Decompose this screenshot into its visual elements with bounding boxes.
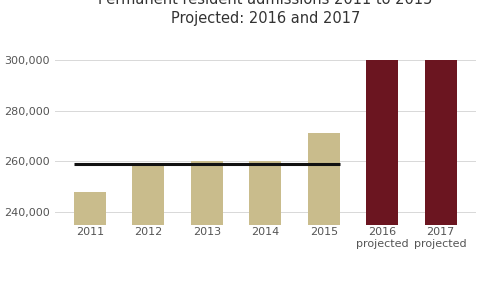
Bar (308, 133, 340, 288)
Bar (366, 60, 398, 288)
Title: Permanent resident admissions 2011 to 2015
Projected: 2016 and 2017: Permanent resident admissions 2011 to 20… (98, 0, 432, 26)
Bar (191, 161, 223, 288)
Bar (74, 192, 106, 288)
Bar (132, 164, 165, 288)
Bar (249, 161, 281, 288)
Bar (424, 60, 456, 288)
